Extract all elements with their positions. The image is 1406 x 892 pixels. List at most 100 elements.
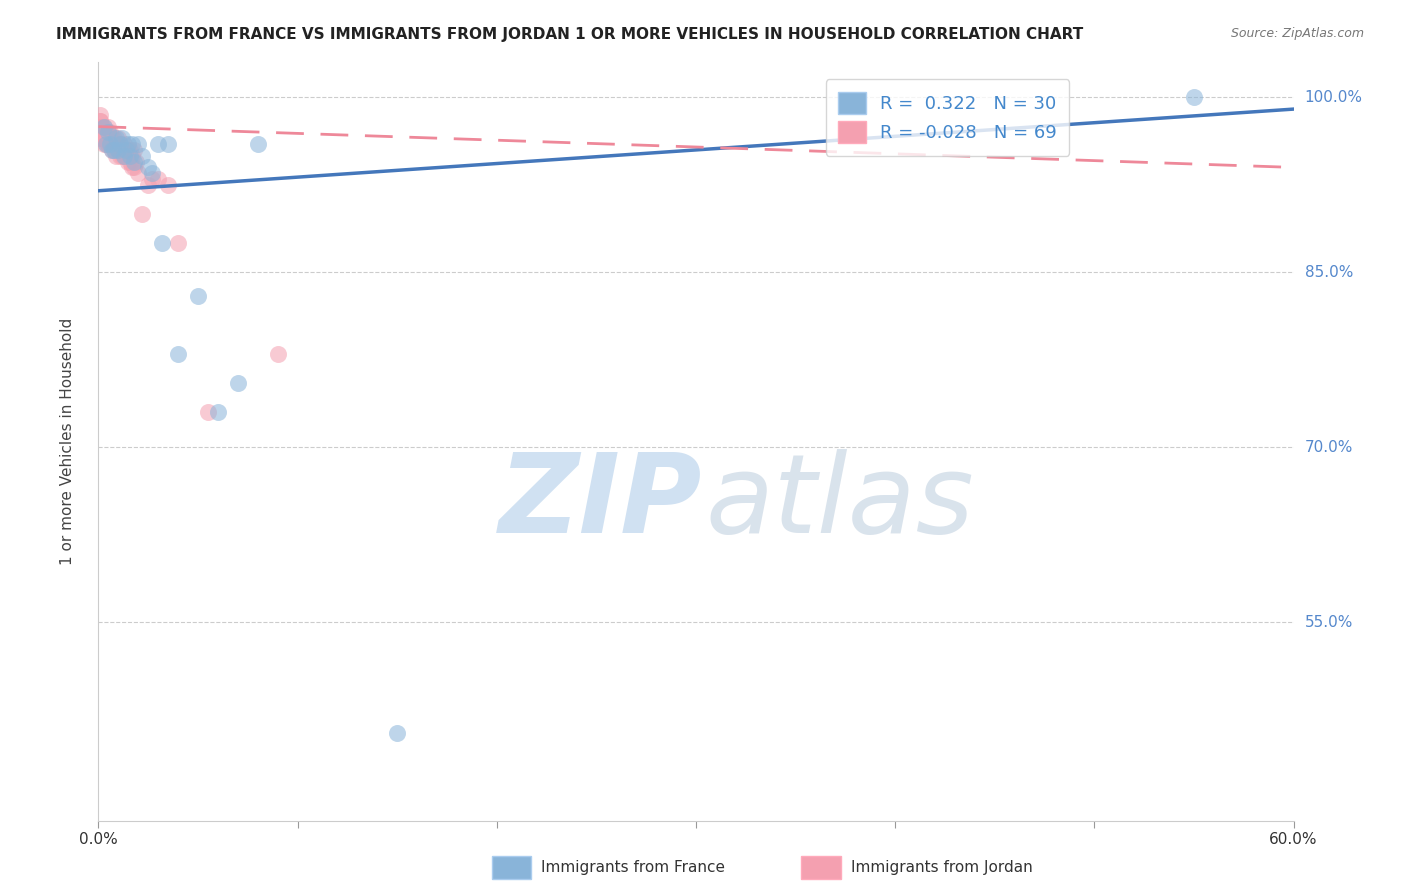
Point bbox=[110, 137, 132, 152]
Text: Immigrants from France: Immigrants from France bbox=[541, 861, 725, 875]
Text: Immigrants from Jordan: Immigrants from Jordan bbox=[851, 861, 1032, 875]
Point bbox=[98, 131, 122, 145]
Point bbox=[89, 125, 111, 139]
Point bbox=[207, 405, 229, 419]
Point bbox=[96, 125, 118, 139]
Point bbox=[197, 405, 219, 419]
Point bbox=[267, 347, 290, 361]
Point bbox=[124, 161, 146, 175]
Text: 55.0%: 55.0% bbox=[1305, 615, 1353, 630]
Point bbox=[105, 131, 128, 145]
Point bbox=[98, 137, 122, 152]
Point bbox=[103, 143, 125, 157]
Point bbox=[107, 143, 129, 157]
Point bbox=[150, 236, 173, 251]
Point bbox=[125, 154, 148, 169]
Point bbox=[120, 143, 142, 157]
Point bbox=[131, 207, 153, 221]
Point bbox=[96, 131, 118, 145]
Text: Source: ZipAtlas.com: Source: ZipAtlas.com bbox=[1230, 27, 1364, 40]
Point bbox=[121, 161, 143, 175]
Point bbox=[89, 125, 111, 139]
Point bbox=[97, 125, 120, 139]
Point bbox=[111, 143, 134, 157]
Point bbox=[93, 131, 115, 145]
Point bbox=[101, 137, 124, 152]
Point bbox=[91, 125, 114, 139]
Point bbox=[101, 143, 124, 157]
Point bbox=[121, 149, 143, 163]
Point bbox=[97, 137, 120, 152]
Point bbox=[131, 149, 153, 163]
Point bbox=[117, 143, 139, 157]
Point bbox=[148, 172, 170, 186]
Point bbox=[115, 149, 138, 163]
Point bbox=[111, 149, 134, 163]
Point bbox=[105, 149, 128, 163]
Point bbox=[89, 131, 111, 145]
Point bbox=[103, 143, 125, 157]
Point bbox=[91, 131, 114, 145]
Point bbox=[120, 149, 142, 163]
Point bbox=[89, 120, 111, 134]
Y-axis label: 1 or more Vehicles in Household: 1 or more Vehicles in Household bbox=[60, 318, 75, 566]
Point bbox=[97, 120, 120, 134]
Point bbox=[385, 726, 409, 740]
Point bbox=[93, 120, 115, 134]
Point bbox=[157, 178, 180, 192]
Point bbox=[121, 137, 143, 152]
Point bbox=[1182, 90, 1205, 104]
Point bbox=[124, 154, 146, 169]
Point bbox=[103, 137, 125, 152]
Point bbox=[167, 236, 190, 251]
Point bbox=[117, 154, 139, 169]
Point bbox=[112, 149, 135, 163]
Point bbox=[141, 172, 163, 186]
Text: IMMIGRANTS FROM FRANCE VS IMMIGRANTS FROM JORDAN 1 OR MORE VEHICLES IN HOUSEHOLD: IMMIGRANTS FROM FRANCE VS IMMIGRANTS FRO… bbox=[56, 27, 1084, 42]
Point bbox=[136, 161, 159, 175]
Point bbox=[96, 137, 118, 152]
Legend: R =  0.322   N = 30, R = -0.028   N = 69: R = 0.322 N = 30, R = -0.028 N = 69 bbox=[825, 79, 1070, 155]
Point bbox=[89, 113, 111, 128]
Point bbox=[110, 137, 132, 152]
Point bbox=[89, 131, 111, 145]
Point bbox=[226, 376, 249, 391]
Point bbox=[112, 149, 135, 163]
Point bbox=[89, 120, 111, 134]
Point bbox=[246, 137, 269, 152]
Point bbox=[141, 166, 163, 180]
Point bbox=[89, 108, 111, 122]
Text: atlas: atlas bbox=[704, 449, 974, 556]
Point bbox=[98, 125, 122, 139]
Point bbox=[148, 137, 170, 152]
Point bbox=[107, 131, 129, 145]
Point bbox=[105, 137, 128, 152]
Point bbox=[111, 131, 134, 145]
Point bbox=[96, 125, 118, 139]
Text: 85.0%: 85.0% bbox=[1305, 265, 1353, 280]
Point bbox=[120, 154, 142, 169]
Point bbox=[91, 125, 114, 139]
Point bbox=[97, 131, 120, 145]
Text: 70.0%: 70.0% bbox=[1305, 440, 1353, 455]
Point bbox=[97, 137, 120, 152]
Point bbox=[89, 113, 111, 128]
Point bbox=[101, 143, 124, 157]
Point bbox=[124, 143, 146, 157]
Point bbox=[93, 125, 115, 139]
Point bbox=[115, 143, 138, 157]
Text: 100.0%: 100.0% bbox=[1305, 90, 1362, 105]
Point bbox=[112, 137, 135, 152]
Point bbox=[89, 120, 111, 134]
Point bbox=[96, 137, 118, 152]
Point bbox=[107, 137, 129, 152]
Point bbox=[127, 137, 149, 152]
Point bbox=[93, 137, 115, 152]
Point bbox=[136, 178, 159, 192]
Point bbox=[91, 120, 114, 134]
Point bbox=[157, 137, 180, 152]
Point bbox=[127, 166, 149, 180]
Point bbox=[97, 125, 120, 139]
Point bbox=[93, 131, 115, 145]
Point bbox=[107, 143, 129, 157]
